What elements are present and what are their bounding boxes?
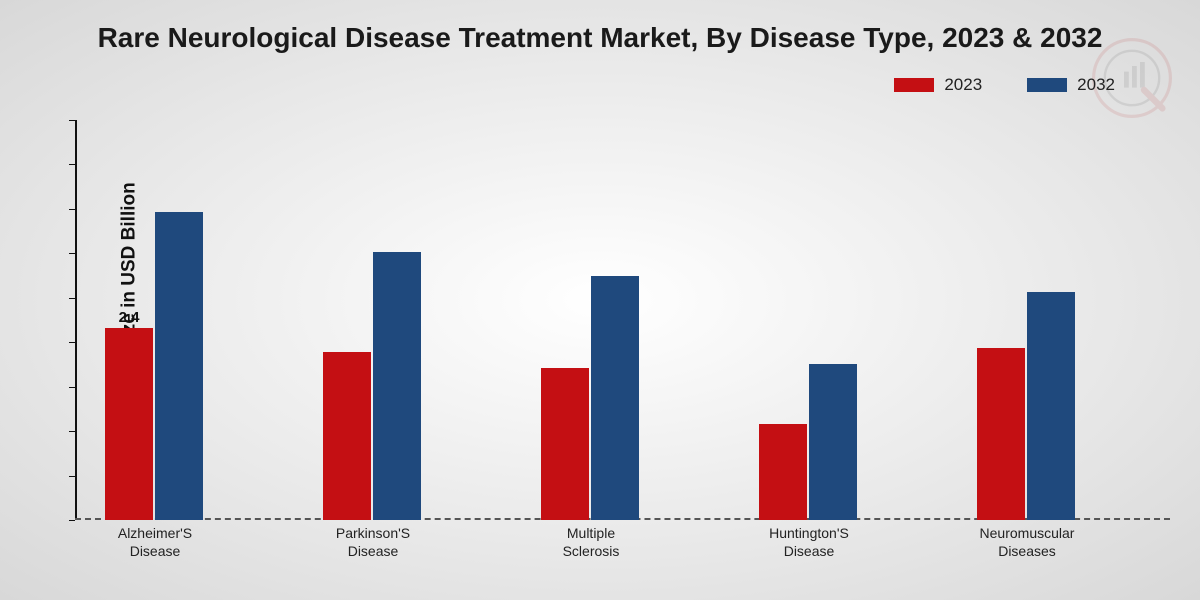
legend-item-2032: 2032 — [1027, 75, 1115, 95]
bar-value-label: 2.4 — [119, 309, 140, 326]
bar — [1027, 292, 1075, 520]
bar — [977, 348, 1025, 520]
x-axis-category-label: Multiple Sclerosis — [521, 525, 661, 560]
x-axis-category-label: Alzheimer'S Disease — [85, 525, 225, 560]
bar — [373, 252, 421, 520]
bars-container: 2.4 — [75, 120, 1170, 520]
bar — [155, 212, 203, 520]
x-axis-category-label: Neuromuscular Diseases — [957, 525, 1097, 560]
y-tick — [69, 520, 75, 521]
legend-item-2023: 2023 — [894, 75, 982, 95]
bar — [759, 424, 807, 520]
chart-plot-area: 2.4 — [75, 120, 1170, 520]
bar — [591, 276, 639, 520]
chart-title: Rare Neurological Disease Treatment Mark… — [0, 22, 1200, 54]
legend-label-2032: 2032 — [1077, 75, 1115, 95]
x-axis-category-label: Huntington'S Disease — [739, 525, 879, 560]
bar — [323, 352, 371, 520]
x-axis-labels: Alzheimer'S Disease Parkinson'S Disease Mu… — [75, 525, 1170, 575]
bar — [541, 368, 589, 520]
legend-swatch-2023 — [894, 78, 934, 92]
legend-label-2023: 2023 — [944, 75, 982, 95]
legend: 2023 2032 — [894, 75, 1115, 95]
bar: 2.4 — [105, 328, 153, 520]
bar — [809, 364, 857, 520]
x-axis-category-label: Parkinson'S Disease — [303, 525, 443, 560]
legend-swatch-2032 — [1027, 78, 1067, 92]
